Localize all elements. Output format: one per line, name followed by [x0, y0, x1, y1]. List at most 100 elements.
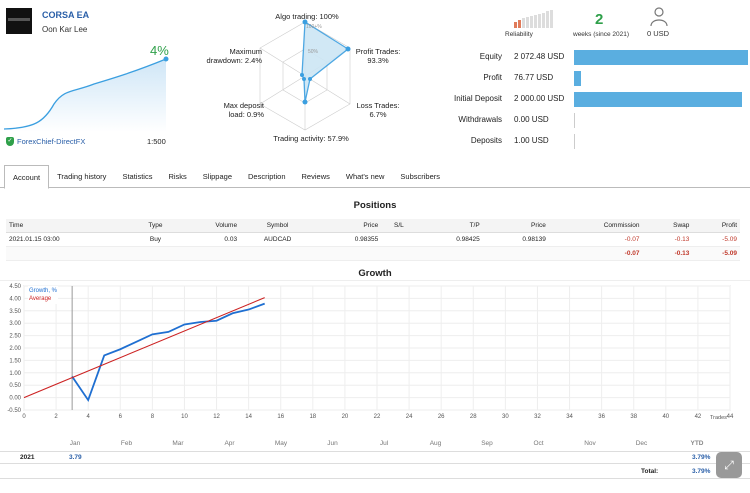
year-row-2021: 2021 3.79 3.79%	[0, 451, 750, 464]
column-header[interactable]: Profit	[692, 219, 740, 233]
x-tick-label: 2	[54, 414, 58, 420]
total-commission: -0.07	[548, 246, 643, 261]
broker-name: ForexChief-DirectFX	[17, 137, 86, 146]
column-header[interactable]: Commission	[548, 219, 643, 233]
tab-what-s-new[interactable]: What's new	[345, 172, 385, 181]
tab-trading-history[interactable]: Trading history	[57, 172, 107, 181]
x-tick-label: 28	[470, 414, 477, 420]
radar-scale-50: 50%	[308, 49, 319, 55]
column-header[interactable]: T/P	[416, 219, 483, 233]
ytd-value: 3.79%	[692, 454, 711, 461]
zoom-icon[interactable]: ⤢	[716, 452, 742, 478]
radar-loss-label: Loss Trades: 6.7%	[356, 101, 400, 119]
tab-slippage[interactable]: Slippage	[202, 172, 232, 181]
y-tick-label: 0.00	[9, 396, 21, 402]
tab-description[interactable]: Description	[248, 172, 286, 181]
y-tick-label: 1.50	[9, 358, 21, 364]
column-header[interactable]: Time	[6, 219, 133, 233]
y-tick-label: 3.50	[9, 309, 21, 315]
month-header: YTD Jan Feb Mar Apr May Jun Jul Aug Sep Oct Nov Dec	[0, 438, 750, 450]
x-tick-label: 18	[309, 414, 316, 420]
finance-label: Withdrawals	[458, 115, 502, 124]
total-row: Total: 3.79%	[0, 466, 750, 479]
finance-value: 0.00 USD	[514, 115, 549, 124]
positions-table: Time Type Volume Symbol Price S/L T/P Price Comm…	[6, 219, 740, 261]
finance-label: Initial Deposit	[453, 94, 502, 103]
tab-risks[interactable]: Risks	[168, 172, 187, 181]
radar-scale-100: 100+%	[306, 24, 322, 30]
leverage: 1:500	[147, 137, 166, 146]
column-header[interactable]: Price	[315, 219, 382, 233]
tab-reviews[interactable]: Reviews	[301, 172, 330, 181]
column-header[interactable]: Price	[482, 219, 549, 233]
y-tick-label: 4.00	[9, 296, 21, 302]
mini-growth-chart	[4, 56, 169, 132]
x-tick-label: 8	[151, 414, 155, 420]
y-tick-label: 2.00	[9, 346, 21, 352]
signal-logo	[6, 8, 32, 34]
column-header[interactable]: Type	[132, 219, 178, 233]
growth-legend: Growth, % Average	[28, 286, 59, 304]
total-label: Total:	[641, 468, 659, 475]
jan-value[interactable]: 3.79	[69, 454, 82, 461]
finance-label: Deposits	[470, 136, 502, 145]
month-label: Dec	[635, 440, 648, 447]
year-label: 2021	[20, 454, 35, 461]
tab-account[interactable]: Account	[4, 165, 50, 189]
x-axis-label: Trades	[710, 415, 727, 421]
month-label: Feb	[120, 440, 133, 447]
radar-chart	[259, 19, 351, 131]
author-name[interactable]: Oon Kar Lee	[42, 25, 88, 34]
shield-check-icon: ✓	[6, 137, 14, 146]
finance-row: Initial Deposit 2 000.00 USD	[430, 91, 750, 109]
table-cell: -0.13	[642, 232, 693, 247]
finance-row: Deposits 1.00 USD	[430, 133, 750, 151]
x-tick-label: 40	[662, 414, 669, 420]
finance-bar	[574, 71, 581, 86]
total-swap: -0.13	[642, 246, 693, 261]
mini-growth-point	[163, 56, 169, 62]
reliability-label: Reliability	[505, 31, 533, 38]
table-cell	[381, 232, 417, 247]
month-label: Aug	[429, 440, 442, 447]
broker-link[interactable]: ✓ ForexChief-DirectFX	[6, 137, 85, 146]
table-cell: 0.98425	[416, 232, 483, 247]
positions-title: Positions	[353, 200, 397, 211]
x-tick-label: 42	[695, 414, 702, 420]
y-tick-label: 2.50	[9, 334, 21, 340]
tab-statistics[interactable]: Statistics	[122, 172, 153, 181]
column-header[interactable]: Volume	[177, 219, 241, 233]
subscribers-icon	[650, 7, 668, 27]
x-tick-label: 32	[534, 414, 541, 420]
column-header[interactable]: S/L	[381, 219, 417, 233]
finance-row: Equity 2 072.48 USD	[430, 49, 750, 67]
x-tick-label: 0	[22, 414, 26, 420]
table-cell: 0.98139	[482, 232, 549, 247]
column-header[interactable]: Symbol	[240, 219, 316, 233]
table-cell: Buy	[132, 232, 178, 247]
finance-bar	[574, 92, 742, 107]
column-header[interactable]: Swap	[642, 219, 693, 233]
growth-panel	[0, 280, 750, 438]
tab-bar: Account Trading history Statistics Risks Sli…	[0, 165, 750, 189]
radar-drawdown-label: Maximum drawdown: 2.4%	[206, 47, 262, 65]
table-cell: 0.98355	[315, 232, 382, 247]
x-tick-label: 38	[630, 414, 637, 420]
radar-activity-label: Trading activity: 57.9%	[273, 134, 349, 143]
positions-total-row: -0.07 -0.13 -5.09	[6, 246, 740, 261]
signal-name[interactable]: CORSA EA	[42, 10, 90, 20]
x-tick-label: 4	[87, 414, 91, 420]
x-tick-label: 36	[598, 414, 605, 420]
finance-bar	[574, 113, 575, 128]
weeks-value: 2	[595, 11, 604, 28]
x-tick-label: 30	[502, 414, 509, 420]
finance-value: 1.00 USD	[514, 136, 549, 145]
y-tick-label: 1.00	[9, 371, 21, 377]
ytd-label: YTD	[690, 440, 704, 447]
tab-subscribers[interactable]: Subscribers	[400, 172, 440, 181]
y-tick-label: 3.00	[9, 321, 21, 327]
subscribers-value: 0 USD	[647, 29, 670, 38]
radar-load-label: Max deposit load: 0.9%	[223, 101, 264, 119]
finance-row: Withdrawals 0.00 USD	[430, 112, 750, 130]
table-row[interactable]: 2021.01.15 03:00 Buy 0.03 AUDCAD 0.98355 0.98…	[6, 232, 740, 247]
